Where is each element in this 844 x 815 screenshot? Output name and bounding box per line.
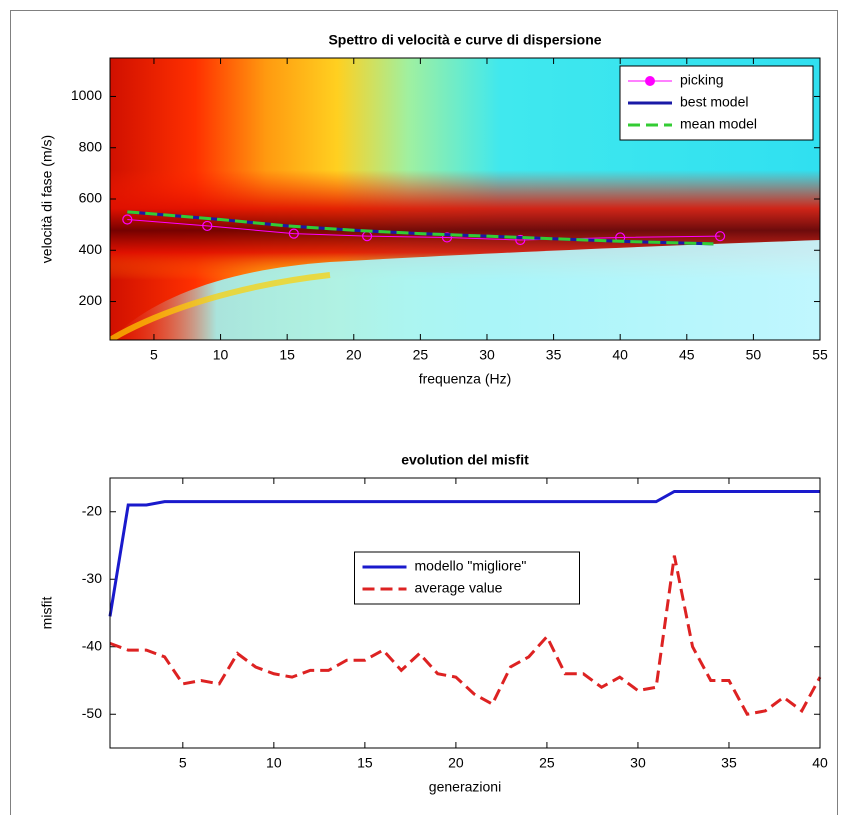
chart-title: evolution del misfit xyxy=(401,452,529,468)
plot-area xyxy=(110,478,820,748)
y-axis-label: velocità di fase (m/s) xyxy=(39,135,55,263)
chart-title: Spettro di velocità e curve di dispersio… xyxy=(328,32,601,48)
series-line xyxy=(127,210,714,246)
axes-frame xyxy=(109,57,821,341)
y-tick-label: 200 xyxy=(79,292,103,308)
series-line xyxy=(109,555,822,716)
y-tick-label: -40 xyxy=(82,637,102,653)
legend-label: picking xyxy=(680,72,724,88)
figure-frame xyxy=(10,10,838,815)
x-axis-label: frequenza (Hz) xyxy=(419,371,512,387)
x-tick-label: 55 xyxy=(812,347,828,363)
data-point xyxy=(515,234,526,246)
y-tick-label: 400 xyxy=(79,241,103,257)
x-tick-label: 10 xyxy=(213,347,229,363)
legend-box xyxy=(354,551,580,605)
data-point xyxy=(714,231,726,242)
data-point xyxy=(202,220,213,232)
x-tick-label: 40 xyxy=(812,755,828,771)
x-tick-label: 15 xyxy=(357,755,373,771)
x-tick-label: 20 xyxy=(346,347,362,363)
legend-label: best model xyxy=(680,94,748,110)
x-tick-label: 10 xyxy=(266,755,282,771)
y-tick-label: -20 xyxy=(82,502,102,518)
x-tick-label: 5 xyxy=(150,347,158,363)
data-point xyxy=(441,232,453,243)
y-tick-label: 800 xyxy=(79,138,103,154)
x-axis-label: generazioni xyxy=(429,779,501,795)
x-tick-label: 40 xyxy=(612,347,628,363)
x-tick-label: 25 xyxy=(413,347,429,363)
legend-label: mean model xyxy=(680,116,757,132)
legend: picking best model mean model xyxy=(619,65,814,141)
data-point xyxy=(288,228,299,239)
legend-label: average value xyxy=(415,580,503,596)
x-tick-label: 45 xyxy=(679,347,695,363)
series-line xyxy=(127,219,721,241)
legend-label: modello "migliore" xyxy=(415,558,527,574)
y-tick-label: -30 xyxy=(82,570,102,586)
y-tick-label: 600 xyxy=(79,190,103,206)
x-tick-label: 25 xyxy=(539,755,555,771)
x-tick-label: 35 xyxy=(721,755,737,771)
x-tick-label: 30 xyxy=(630,755,646,771)
x-tick-label: 15 xyxy=(279,347,295,363)
series-line xyxy=(108,490,820,617)
legend: modello "migliore" average value xyxy=(354,551,580,605)
axes-frame xyxy=(109,477,821,749)
y-tick-label: 1000 xyxy=(71,87,102,103)
x-tick-label: 35 xyxy=(546,347,562,363)
x-tick-label: 5 xyxy=(179,755,187,771)
x-tick-label: 20 xyxy=(448,755,464,771)
x-tick-label: 30 xyxy=(479,347,495,363)
y-tick-label: -50 xyxy=(82,705,102,721)
legend-marker xyxy=(645,76,655,86)
x-tick-label: 50 xyxy=(746,347,762,363)
data-point xyxy=(122,214,133,225)
y-axis-label: misfit xyxy=(39,597,55,630)
